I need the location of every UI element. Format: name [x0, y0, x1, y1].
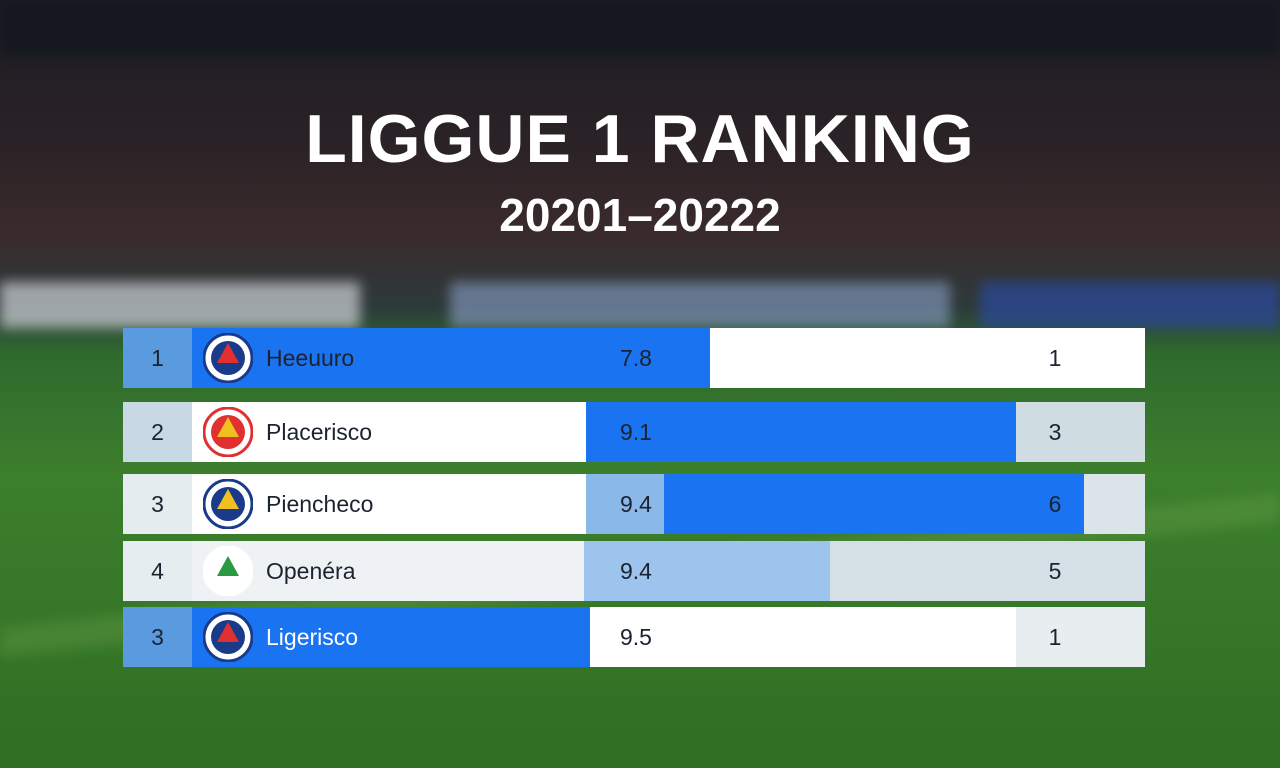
ad-board	[0, 282, 360, 328]
logo-art	[202, 611, 254, 663]
score: 7.8	[620, 345, 652, 371]
team-name: Placerisco	[266, 419, 373, 445]
logo-art	[202, 545, 254, 597]
row-segment	[192, 328, 710, 388]
row-segment	[590, 607, 1016, 667]
row-segment	[192, 607, 590, 667]
row-segment	[710, 328, 1145, 388]
team-name: Piencheco	[266, 491, 374, 517]
stand-roof	[0, 0, 1280, 55]
score: 9.4	[620, 491, 652, 517]
table-row: 1 Heeuuro 7.8 1	[123, 328, 1145, 388]
row-segment	[123, 474, 192, 534]
logo-art	[202, 406, 254, 458]
team-name: Heeuuro	[266, 345, 355, 371]
ad-board	[450, 282, 950, 328]
logo-art	[202, 478, 254, 530]
row-segment	[586, 474, 664, 534]
rank: 3	[151, 624, 164, 650]
table-row: 4 Openéra 9.4 5	[123, 541, 1145, 601]
row-segment	[192, 541, 584, 601]
row-segment	[1084, 474, 1145, 534]
points: 1	[1048, 624, 1062, 650]
points: 3	[1048, 419, 1062, 445]
team-logo	[202, 478, 254, 530]
title: LIGGUE 1 RANKING	[305, 101, 975, 177]
ad-board	[980, 282, 1280, 328]
row-segment	[664, 474, 1084, 534]
table-row: 3 Ligerisco 9.5 1	[123, 607, 1145, 667]
team-logo	[202, 545, 254, 597]
row-segment	[1016, 607, 1145, 667]
logo-art	[202, 332, 254, 384]
rank: 3	[151, 491, 164, 517]
row-segment	[192, 474, 586, 534]
score: 9.1	[620, 419, 652, 445]
points: 6	[1048, 491, 1062, 517]
score: 9.4	[620, 558, 652, 584]
team-logo	[202, 611, 254, 663]
row-segment	[123, 607, 192, 667]
row-segment	[830, 541, 1145, 601]
rank: 1	[151, 345, 164, 371]
rank: 2	[151, 419, 164, 445]
row-segment	[192, 402, 586, 462]
table-row: 2 Placerisco 9.1 3	[123, 402, 1145, 462]
row-segment	[1016, 402, 1145, 462]
row-segment	[123, 402, 192, 462]
points: 5	[1048, 558, 1062, 584]
rank: 4	[151, 558, 164, 584]
team-logo	[202, 332, 254, 384]
row-segment	[586, 402, 1016, 462]
points: 1	[1048, 345, 1062, 371]
row-segment	[584, 541, 830, 601]
team-name: Ligerisco	[266, 624, 359, 650]
table-row: 3 Piencheco 9.4 6	[123, 474, 1145, 534]
score: 9.5	[620, 624, 652, 650]
team-logo	[202, 406, 254, 458]
row-segment	[123, 541, 192, 601]
team-name: Openéra	[266, 558, 356, 584]
row-segment	[123, 328, 192, 388]
subtitle: 20201–20222	[499, 189, 781, 241]
